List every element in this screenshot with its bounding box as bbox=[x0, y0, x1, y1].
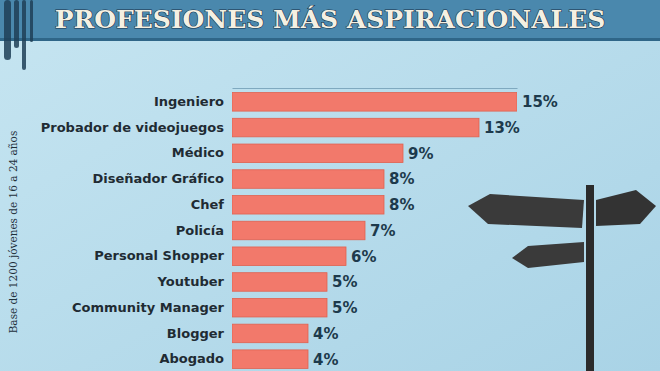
background bbox=[0, 0, 660, 371]
drip bbox=[22, 0, 26, 70]
bar bbox=[232, 221, 365, 240]
drip bbox=[4, 0, 11, 60]
y-tick: Blogger bbox=[167, 326, 225, 341]
sign bbox=[512, 242, 584, 268]
data-label: 8% bbox=[389, 170, 414, 188]
y-tick: Ingeniero bbox=[154, 94, 224, 109]
data-labels: 15%13% 9% 8% 8% 7% 6% 5% 5% 4% 4% bbox=[313, 93, 558, 368]
data-label: 8% bbox=[389, 196, 414, 214]
bars bbox=[232, 93, 517, 369]
decoration bbox=[4, 0, 33, 70]
y-tick-label: Abogado bbox=[159, 351, 224, 366]
drip bbox=[30, 0, 33, 42]
y-tick-label: Médico bbox=[172, 145, 224, 160]
bar bbox=[232, 298, 327, 317]
bar bbox=[232, 144, 403, 163]
data-label: 9% bbox=[408, 145, 433, 163]
y-tick: Youtuber bbox=[157, 274, 225, 289]
drip bbox=[14, 0, 19, 48]
header-band bbox=[0, 0, 660, 38]
data-label: 7% bbox=[370, 222, 395, 240]
y-tick: Policía bbox=[176, 223, 224, 238]
y-tick-label: Policía bbox=[176, 223, 224, 238]
y-axis: Ingeniero Probador de videojuegos Médico Di… bbox=[41, 94, 225, 366]
data-label: 5% bbox=[332, 273, 357, 291]
title: PROFESIONES MÁS ASPIRACIONALES bbox=[55, 5, 606, 34]
bar bbox=[232, 247, 346, 266]
bar bbox=[232, 273, 327, 292]
y-tick: Diseñador Gráfico bbox=[92, 171, 224, 186]
y-tick: Abogado bbox=[159, 351, 224, 366]
y-tick: Chef bbox=[191, 197, 225, 212]
sign bbox=[596, 190, 656, 226]
x-axis bbox=[233, 88, 518, 89]
y-tick-label: Chef bbox=[191, 197, 225, 212]
y-tick-label: Diseñador Gráfico bbox=[92, 171, 224, 186]
bar bbox=[232, 118, 479, 137]
data-label: 6% bbox=[351, 248, 376, 266]
bar bbox=[232, 170, 384, 189]
data-label: 15% bbox=[522, 93, 558, 111]
data-label: 5% bbox=[332, 299, 357, 317]
chart: PROFESIONES MÁS ASPIRACIONALES Base de 12… bbox=[0, 0, 660, 371]
y-tick-label: Personal Shopper bbox=[94, 248, 224, 263]
y-tick-label: Youtuber bbox=[157, 274, 225, 289]
sign bbox=[468, 194, 584, 228]
data-label: 4% bbox=[313, 351, 338, 369]
subtitle: Base de 1200 jóvenes de 16 a 24 años bbox=[7, 131, 19, 334]
data-label: 4% bbox=[313, 325, 338, 343]
y-tick: Médico bbox=[172, 145, 224, 160]
y-tick: Probador de videojuegos bbox=[41, 120, 225, 135]
bar bbox=[232, 350, 308, 369]
bar bbox=[232, 324, 308, 343]
data-label: 13% bbox=[484, 119, 520, 137]
header-rule bbox=[0, 38, 660, 41]
y-tick-label: Blogger bbox=[167, 326, 225, 341]
x-axis-line bbox=[233, 88, 518, 89]
y-tick-label: Community Manager bbox=[72, 300, 225, 315]
bar bbox=[232, 196, 384, 215]
y-tick-label: Ingeniero bbox=[154, 94, 224, 109]
y-tick-label: Probador de videojuegos bbox=[41, 120, 225, 135]
signpost-pole bbox=[586, 185, 594, 371]
bar bbox=[232, 93, 517, 112]
y-tick: Personal Shopper bbox=[94, 248, 224, 263]
signpost bbox=[468, 185, 656, 371]
y-tick: Community Manager bbox=[72, 300, 225, 315]
